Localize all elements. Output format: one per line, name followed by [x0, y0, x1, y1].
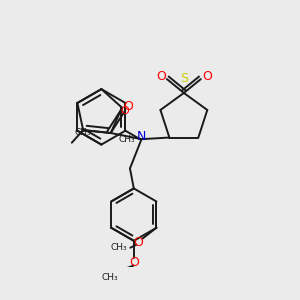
Text: N: N: [137, 130, 146, 143]
Text: CH₃: CH₃: [119, 135, 135, 144]
Text: O: O: [129, 256, 139, 269]
Text: O: O: [124, 100, 134, 112]
Text: CH₃: CH₃: [74, 128, 91, 136]
Text: O: O: [156, 70, 166, 83]
Text: CH₃: CH₃: [111, 243, 127, 252]
Text: S: S: [180, 72, 188, 85]
Text: CH₃: CH₃: [102, 273, 118, 282]
Text: O: O: [202, 70, 212, 83]
Text: O: O: [133, 236, 143, 249]
Text: O: O: [121, 106, 129, 116]
